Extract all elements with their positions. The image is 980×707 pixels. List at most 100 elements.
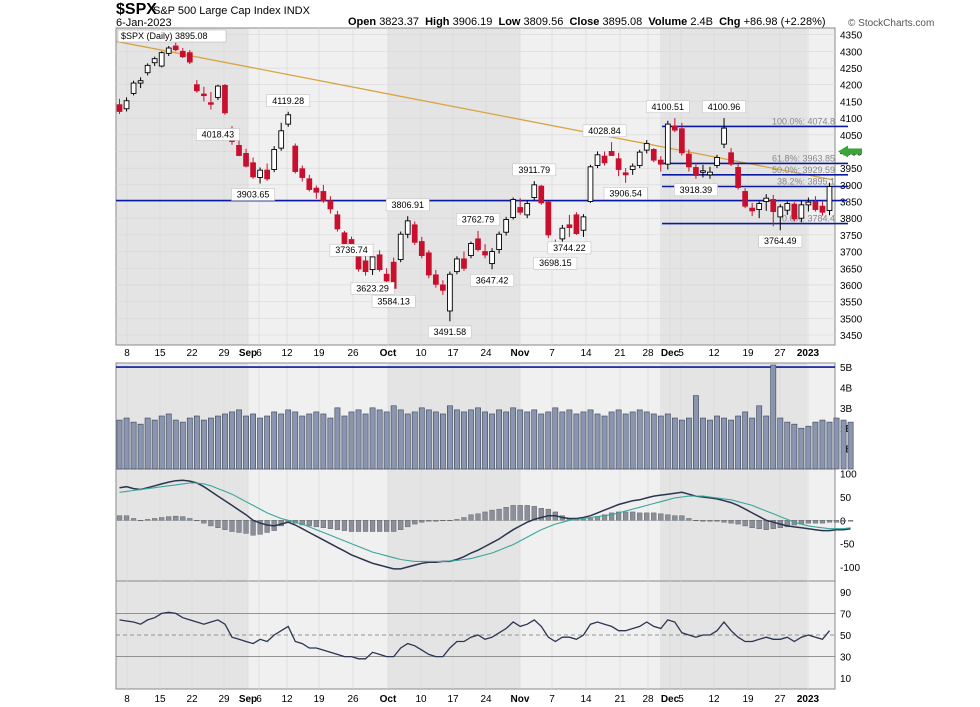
macd-histogram-bar	[362, 520, 369, 532]
volume-bar	[222, 413, 228, 470]
macd-histogram-bar	[679, 515, 685, 521]
price-annotation-box	[196, 128, 240, 141]
candle-body	[812, 201, 819, 210]
volume-bar	[524, 411, 531, 470]
macd-histogram-bar	[145, 519, 151, 521]
candle-body	[285, 114, 292, 125]
macd-histogram-bar	[412, 520, 418, 525]
candle-body	[594, 154, 601, 166]
candle-body	[411, 224, 418, 243]
price-annotation-box	[702, 100, 746, 114]
candle-body	[137, 80, 144, 84]
x-tick-label-bottom: Sep	[239, 694, 257, 705]
macd-histogram-bar	[454, 519, 460, 521]
volume-bar	[461, 411, 467, 470]
volume-bar	[425, 409, 432, 470]
candle-body	[728, 152, 734, 165]
macd-histogram-bar	[384, 520, 390, 532]
x-tick-label: 6	[256, 348, 262, 359]
high-value: 3906.19	[452, 16, 493, 28]
volume-bar	[608, 411, 615, 470]
price-tick-label: 3950	[840, 164, 863, 175]
macd-histogram-bar	[180, 516, 186, 521]
volume-bar	[650, 413, 657, 470]
macd-histogram-bar	[819, 520, 826, 524]
volume-bar	[833, 417, 840, 470]
macd-histogram-bar	[721, 520, 727, 523]
price-annotation: 4018.43	[202, 129, 235, 139]
macd-histogram-bar	[840, 520, 847, 522]
x-tick-label: 8	[124, 348, 130, 359]
x-tick-label: 21	[614, 348, 626, 359]
volume-bar	[454, 409, 460, 470]
macd-signal-line	[119, 482, 851, 562]
candle-body	[805, 201, 812, 206]
x-tick-label-bottom: 5	[678, 694, 684, 705]
volume-bar	[678, 419, 685, 470]
x-tick-label-bottom: 22	[186, 694, 198, 705]
volume-bar	[334, 407, 341, 470]
candle-body	[257, 169, 263, 178]
chg-value: +86.98 (+2.28%)	[743, 16, 826, 28]
candle-body	[186, 52, 193, 63]
volume-bar	[791, 423, 798, 470]
macd-histogram-bar	[672, 515, 678, 521]
volume-bar	[601, 415, 608, 470]
macd-histogram-bar	[833, 520, 840, 523]
rsi-tick-label: 70	[840, 609, 852, 620]
macd-tick-label: -100	[840, 563, 860, 574]
macd-histogram-bar	[123, 515, 130, 521]
x-tick-label: 26	[347, 348, 359, 359]
price-annotation-box	[231, 188, 275, 201]
candle-body	[313, 187, 320, 193]
volume-bar	[123, 417, 130, 470]
x-tick-label-bottom: 29	[218, 694, 230, 705]
candle-body	[559, 227, 566, 240]
price-month-band	[388, 28, 520, 345]
macd-histogram-bar	[728, 520, 734, 524]
volume-bar	[207, 417, 214, 470]
volume-bar	[503, 411, 510, 470]
macd-histogram-bar	[707, 520, 713, 522]
candle-body	[299, 168, 306, 178]
volume-bar	[721, 417, 727, 470]
volume-bar	[784, 421, 791, 470]
candle-body	[362, 260, 369, 273]
x-tick-label: 22	[186, 348, 198, 359]
volume-bar	[355, 409, 362, 470]
volume-bar	[200, 419, 207, 470]
candle-body	[208, 102, 214, 105]
price-annotation-box	[533, 256, 578, 270]
candle-body	[236, 145, 242, 156]
x-tick-label: 19	[313, 348, 325, 359]
macd-tick-label: 50	[840, 493, 852, 504]
volume-bar	[700, 417, 706, 470]
macd-histogram-bar	[208, 520, 214, 527]
price-annotation: 3584.13	[377, 296, 410, 306]
x-tick-label: 12	[708, 348, 720, 359]
volume-bar	[531, 409, 538, 470]
candle-body	[250, 162, 256, 178]
macd-histogram-bar	[377, 520, 383, 532]
macd-histogram-bar	[826, 520, 833, 523]
fib-label: 61.8%: 3963.85	[772, 153, 835, 163]
price-annotation: 4119.28	[272, 96, 304, 106]
rsi-tick-label: 50	[840, 631, 852, 642]
candle-body	[707, 171, 713, 176]
volume-bar	[714, 415, 720, 470]
price-tick-label: 3550	[840, 298, 863, 309]
volume-tick-label: 4B	[840, 383, 853, 394]
macd-histogram-bar	[264, 520, 270, 533]
candle-body	[763, 197, 770, 202]
volume-bar	[728, 419, 734, 470]
volume-bar	[770, 364, 777, 470]
macd-histogram-bar	[616, 511, 622, 521]
x-tick-label-bottom: 28	[642, 694, 654, 705]
candle-body	[538, 185, 545, 204]
volume-bar	[749, 417, 756, 470]
volume-bar	[404, 413, 411, 470]
volume-bar	[341, 415, 348, 470]
price-annotation-box	[582, 124, 627, 138]
x-tick-label: 2023	[797, 348, 820, 359]
candle-body	[686, 153, 692, 168]
